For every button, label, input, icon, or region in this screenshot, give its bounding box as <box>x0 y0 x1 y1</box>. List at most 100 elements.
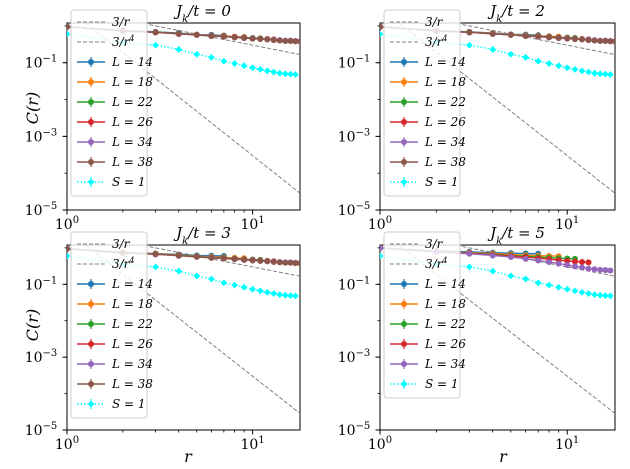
legend-marker-L=18 <box>401 301 407 307</box>
x-tick-label: 100 <box>368 435 392 453</box>
data-point-L=34 <box>489 252 496 259</box>
legend-label-L=18: L = 18 <box>424 297 466 311</box>
legend-marker-L=26 <box>401 119 407 125</box>
data-point-S=1 <box>606 71 614 78</box>
legend-label-S=1: S = 1 <box>425 377 459 391</box>
data-point-L=38 <box>270 37 277 44</box>
data-point-S=1 <box>287 292 294 299</box>
data-point-S=1 <box>270 68 278 76</box>
data-point-L=38 <box>257 36 264 43</box>
data-point-L=38 <box>231 34 238 41</box>
data-point-S=1 <box>507 272 515 280</box>
data-point-L=38 <box>175 30 182 37</box>
data-point-L=34 <box>380 245 383 251</box>
panel-jk0: Jk/t = 0 100 101 10−1 10−3 10−5 3/r 3/r4 L = 14 L… <box>25 2 301 233</box>
legend-frame <box>383 9 461 197</box>
data-point-L=38 <box>276 37 283 44</box>
data-point-S=1 <box>175 267 183 275</box>
data-point-L=38 <box>282 37 289 44</box>
legend-label-L=26: L = 26 <box>111 337 153 351</box>
data-point-L=38 <box>546 34 553 41</box>
legend-marker-L=14 <box>88 59 94 65</box>
plot-area <box>67 23 300 194</box>
legend-label-L=22: L = 22 <box>424 95 466 109</box>
y-tick-label: 10−3 <box>338 127 371 145</box>
data-point-L=38 <box>612 38 615 45</box>
legend-label-3/r: 3/r <box>112 15 131 29</box>
data-point-S=1 <box>596 291 604 299</box>
ylabel-top: C(r) <box>23 92 42 124</box>
legend-label-S=1: S = 1 <box>112 397 146 411</box>
legend-label-3/r: 3/r <box>425 237 444 251</box>
data-point-S=1 <box>263 288 271 296</box>
x-tick-label: 101 <box>241 435 265 453</box>
data-point-S=1 <box>602 70 609 78</box>
data-point-L=26 <box>579 258 586 265</box>
legend-label-3/r: 3/r <box>112 237 131 251</box>
data-point-S=1 <box>67 30 71 38</box>
data-point-S=1 <box>545 60 553 67</box>
legend-marker-L=26 <box>88 119 94 125</box>
data-point-L=38 <box>193 31 200 38</box>
legend-label-L=22: L = 22 <box>111 95 153 109</box>
legend-label-3/r^4: 3/r4 <box>112 34 135 49</box>
data-point-L=38 <box>571 36 578 43</box>
data-point-S=1 <box>489 46 497 53</box>
plot-area <box>67 245 300 414</box>
y-tick-label: 10−5 <box>25 421 58 439</box>
data-point-L=38 <box>297 260 300 267</box>
data-point-L=34 <box>597 266 604 273</box>
data-point-S=1 <box>256 287 264 295</box>
legend-marker-L=22 <box>88 321 94 327</box>
data-point-S=1 <box>240 62 248 70</box>
data-point-S=1 <box>249 64 257 72</box>
data-point-S=1 <box>606 292 614 300</box>
legend-label-L=26: L = 26 <box>424 337 466 351</box>
data-point-S=1 <box>465 41 473 49</box>
legend-marker-L=38 <box>401 159 407 165</box>
legend: 3/r 3/r4 L = 14 L = 18 L = 22 L = 26 L = 34 S =… <box>383 231 466 399</box>
legend-label-L=18: L = 18 <box>111 75 153 89</box>
data-point-L=38 <box>193 253 200 260</box>
legend-marker-L=18 <box>401 79 407 85</box>
data-point-S=1 <box>545 281 553 289</box>
axes-frame <box>66 244 301 431</box>
legend-frame <box>70 9 148 197</box>
panel-jk3: Jk/t = 3 100 101 10−1 10−3 10−5 3/r 3/r4 L = 14 L… <box>25 224 301 453</box>
legend-marker-L=38 <box>88 159 94 165</box>
legend-label-L=38: L = 38 <box>111 377 153 391</box>
data-point-L=38 <box>607 38 614 45</box>
legend-marker-L=34 <box>401 139 407 145</box>
x-tick-label: 101 <box>555 435 579 453</box>
axes-frame <box>66 22 301 211</box>
data-point-L=38 <box>208 254 215 261</box>
legend-label-3/r: 3/r <box>425 15 444 29</box>
legend: 3/r 3/r4 L = 14 L = 18 L = 22 L = 26 L = 34 L =… <box>70 231 153 419</box>
legend-frame <box>70 231 148 419</box>
legend-label-L=18: L = 18 <box>424 75 466 89</box>
data-point-S=1 <box>231 281 239 289</box>
data-point-L=38 <box>380 23 383 30</box>
legend-marker-S=1 <box>87 178 95 186</box>
legend: 3/r 3/r4 L = 14 L = 18 L = 22 L = 26 L = 34 L =… <box>70 9 153 197</box>
data-point-L=38 <box>591 37 598 44</box>
data-point-S=1 <box>208 53 215 61</box>
data-point-S=1 <box>270 290 278 297</box>
data-point-S=1 <box>380 252 384 260</box>
xlabel-left: r <box>184 447 193 466</box>
legend-frame <box>383 231 461 399</box>
x-tick-label: 100 <box>55 435 79 453</box>
data-point-L=38 <box>466 29 473 36</box>
y-tick-label: 10−5 <box>25 201 58 219</box>
legend-label-S=1: S = 1 <box>425 175 459 189</box>
data-point-L=26 <box>585 259 592 266</box>
data-point-L=38 <box>287 259 294 266</box>
data-point-S=1 <box>534 279 542 287</box>
panel-title: Jk/t = 5 <box>487 224 545 247</box>
data-point-L=38 <box>249 257 256 264</box>
x-tick-label: 100 <box>368 215 392 233</box>
legend-marker-L=14 <box>401 59 407 65</box>
data-point-L=38 <box>564 35 571 42</box>
data-point-L=34 <box>585 265 592 272</box>
